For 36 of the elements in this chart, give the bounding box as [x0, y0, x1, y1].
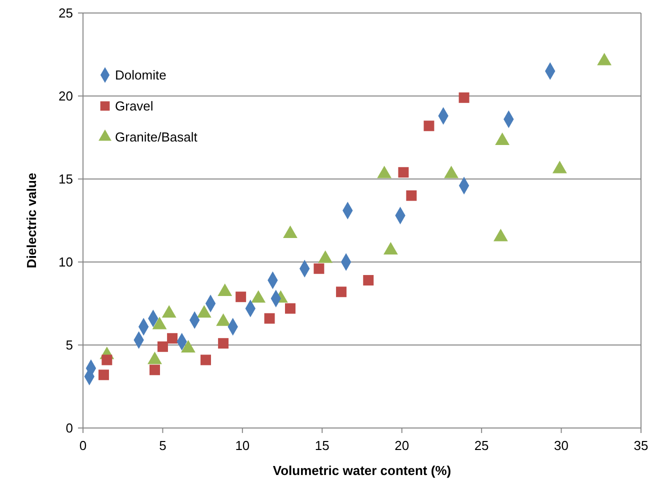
x-axis-title: Volumetric water content (%): [272, 463, 452, 478]
point: [264, 313, 275, 324]
point: [236, 292, 246, 302]
point: [363, 275, 374, 286]
point: [398, 167, 409, 178]
y-axis-title: Dielectric value: [24, 172, 39, 268]
legend-label: Gravel: [115, 98, 154, 114]
point: [102, 354, 112, 366]
point: [458, 92, 470, 103]
y-tick-label: 5: [66, 338, 73, 353]
legend-label: Dolomite: [115, 68, 166, 83]
point: [424, 120, 434, 132]
legend-label: Granite/Basalt: [115, 130, 198, 145]
point: [285, 303, 296, 314]
x-tick-label: 30: [554, 438, 569, 453]
y-tick-label: 10: [58, 254, 73, 270]
x-tick-label: 20: [394, 438, 410, 453]
point: [406, 190, 417, 201]
y-tick-label: 25: [58, 6, 73, 21]
point: [314, 263, 324, 274]
point: [167, 333, 178, 344]
x-tick-label: 0: [79, 438, 87, 453]
y-tick-label: 20: [58, 88, 73, 104]
point: [157, 341, 168, 352]
point: [218, 338, 229, 349]
y-tick-label: 15: [58, 172, 73, 187]
y-tick-label: 0: [66, 420, 73, 436]
point: [98, 370, 109, 380]
x-tick-label: 15: [314, 438, 330, 453]
x-tick-label: 5: [159, 438, 166, 453]
x-tick-label: 35: [634, 438, 648, 453]
point: [150, 364, 160, 376]
x-tick-label: 10: [235, 438, 250, 453]
point: [336, 286, 347, 298]
point: [200, 354, 212, 366]
x-tick-label: 25: [474, 438, 489, 453]
